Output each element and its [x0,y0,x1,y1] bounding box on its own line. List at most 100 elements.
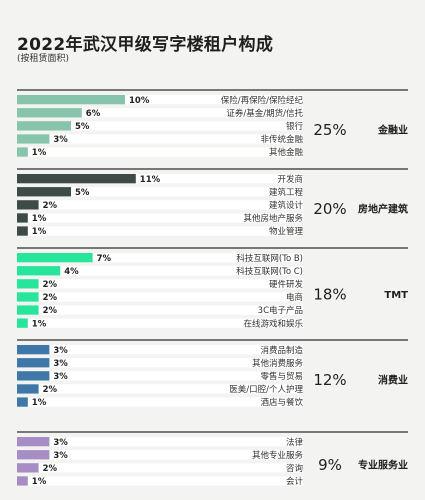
category-label: 科技互联网(To B) [236,253,303,264]
row-track [17,226,303,236]
bar-value-label: 5% [75,188,90,198]
row-track [17,397,303,407]
row-track [17,187,303,197]
row-track [17,305,303,315]
category-label: 其他房地产服务 [243,213,303,224]
group-total: 18% [313,285,346,303]
bar-value-label: 2% [43,306,58,316]
bar-value-label: 5% [75,122,90,132]
row-track [17,437,303,447]
bar-value-label: 10% [129,96,150,106]
row-track [17,266,303,276]
category-label: 开发商 [277,174,303,185]
chart-title: 2022年武汉甲级写字楼租户构成 [17,35,274,55]
bar [17,253,93,263]
category-label: 医美/口腔/个人护理 [229,384,303,395]
group-total: 20% [313,200,346,218]
bar-value-label: 7% [97,254,112,264]
bar-value-label: 1% [32,319,47,329]
bar-value-label: 3% [53,438,68,448]
row-track [17,345,303,355]
group-name: 专业服务业 [358,459,408,472]
category-label: 证券/基金/期货/信托 [226,108,303,119]
group-total: 9% [318,456,342,474]
bar-value-label: 6% [86,109,101,119]
bar [17,358,50,368]
group-total: 12% [313,371,346,389]
category-label: 3C电子产品 [258,305,303,316]
bar [17,292,39,302]
bar-value-label: 2% [43,464,58,474]
group-name: TMT [384,290,408,301]
chart-subtitle: (按租赁面积) [17,54,70,64]
category-label: 酒店与餐饮 [260,397,303,408]
category-label: 科技互联网(To C) [236,266,303,277]
bar [17,174,136,184]
bar [17,384,39,394]
bar-value-label: 2% [43,385,58,395]
row-track [17,463,303,473]
bar-value-label: 1% [32,398,47,408]
bar-value-label: 2% [43,293,58,303]
row-track [17,318,303,328]
row-track [17,358,303,368]
bar [17,345,50,355]
group-total: 25% [313,121,346,139]
bar-value-label: 4% [64,267,79,277]
bar [17,450,50,460]
bar-value-label: 1% [32,227,47,237]
bar [17,266,61,276]
bar-value-label: 1% [32,214,47,224]
group-separator [17,339,408,341]
bar [17,95,125,105]
bar-value-label: 3% [53,372,68,382]
bar [17,187,71,197]
row-track [17,95,303,105]
row-track [17,147,303,157]
bar-value-label: 2% [43,280,58,290]
group-separator [17,168,408,170]
category-label: 保险/再保险/保险经纪 [221,95,304,106]
bar-value-label: 11% [140,175,161,185]
row-track [17,174,303,184]
group-separator [17,247,408,249]
bar [17,397,28,407]
category-label: 建筑设计 [269,200,304,211]
bar [17,371,50,381]
bar [17,200,39,210]
group-separator [17,431,408,433]
category-label: 咨询 [286,463,303,474]
bar [17,318,28,328]
bar-value-label: 3% [53,346,68,356]
category-label: 会计 [286,476,304,487]
bar-value-label: 3% [53,135,68,145]
row-track [17,121,303,131]
row-track [17,108,303,118]
category-label: 建筑工程 [269,187,304,198]
row-track [17,371,303,381]
bar [17,463,39,473]
group-name: 金融业 [377,123,408,136]
bar [17,476,28,486]
bar [17,147,28,157]
category-label: 硬件研发 [269,279,304,290]
bar-value-label: 3% [53,451,68,461]
group-name: 房地产建筑 [358,202,408,215]
bar [17,108,82,118]
category-label: 银行 [286,121,304,132]
row-track [17,279,303,289]
category-label: 其他专业服务 [252,450,304,461]
row-track [17,200,303,210]
category-label: 其他消费服务 [252,358,304,369]
group-separator [17,89,408,91]
bar [17,213,28,223]
bar-value-label: 2% [43,201,58,211]
bar [17,279,39,289]
category-label: 电商 [286,292,303,303]
row-track [17,253,303,263]
row-track [17,384,303,394]
row-track [17,450,303,460]
bar-value-label: 1% [32,148,47,158]
category-label: 其他金融 [269,147,304,158]
